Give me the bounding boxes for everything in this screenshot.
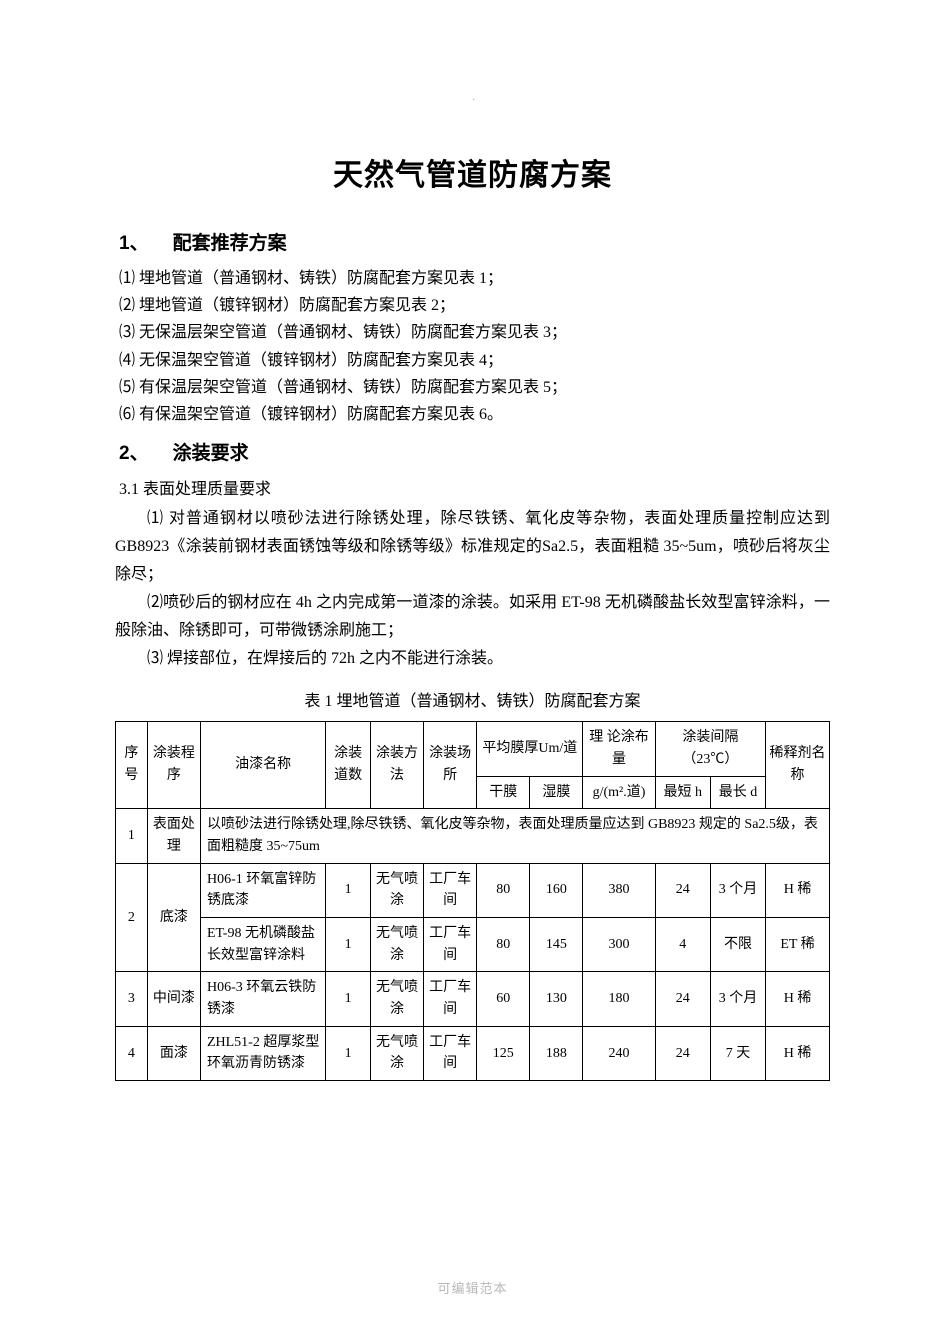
cell-maxd: 3 个月	[710, 863, 765, 917]
cell-proc: 表面处理	[147, 809, 200, 863]
table-row: 2 底漆 H06-1 环氧富锌防锈底漆 1 无气喷涂 工厂车间 80 160 3…	[116, 863, 830, 917]
section-2-title: 涂装要求	[173, 443, 249, 464]
paragraph: ⑵喷砂后的钢材应在 4h 之内完成第一道漆的涂装。如采用 ET-98 无机磷酸盐…	[115, 589, 830, 645]
list-item: ⑸ 有保温层架空管道（普通钢材、铸铁）防腐配套方案见表 5；	[119, 374, 830, 401]
table-row: 序号 涂装程序 油漆名称 涂装道数 涂装方法 涂装场所 平均膜厚Um/道 理 论…	[116, 722, 830, 776]
cell-gm: 300	[583, 917, 655, 971]
th-wet: 湿膜	[530, 776, 583, 809]
cell-gm: 240	[583, 1026, 655, 1080]
th-seq: 序号	[116, 722, 148, 809]
cell-place: 工厂车间	[424, 917, 477, 971]
cell-gm: 180	[583, 972, 655, 1026]
cell-gm: 380	[583, 863, 655, 917]
cell-dry: 125	[477, 1026, 530, 1080]
table-row: 4 面漆 ZHL51-2 超厚浆型环氧沥青防锈漆 1 无气喷涂 工厂车间 125…	[116, 1026, 830, 1080]
th-place: 涂装场所	[424, 722, 477, 809]
table-row: 1 表面处理 以喷砂法进行除锈处理,除尽铁锈、氧化皮等杂物，表面处理质量应达到 …	[116, 809, 830, 863]
table-1-caption: 表 1 埋地管道（普通钢材、铸铁）防腐配套方案	[115, 687, 830, 711]
th-proc: 涂装程序	[147, 722, 200, 809]
cell-wet: 130	[530, 972, 583, 1026]
cell-maxd: 不限	[710, 917, 765, 971]
list-item: ⑴ 埋地管道（普通钢材、铸铁）防腐配套方案见表 1；	[119, 265, 830, 292]
th-method: 涂装方法	[370, 722, 423, 809]
cell-maxd: 7 天	[710, 1026, 765, 1080]
cell-seq: 1	[116, 809, 148, 863]
section-1-list: ⑴ 埋地管道（普通钢材、铸铁）防腐配套方案见表 1； ⑵ 埋地管道（镀锌钢材）防…	[119, 265, 830, 428]
cell-name: ZHL51-2 超厚浆型环氧沥青防锈漆	[200, 1026, 325, 1080]
th-interval: 涂装间隔（23℃）	[655, 722, 765, 776]
list-item: ⑷ 无保温架空管道（镀锌钢材）防腐配套方案见表 4；	[119, 347, 830, 374]
page-mark: .	[473, 92, 476, 103]
section-2-heading: 2、 涂装要求	[119, 438, 830, 465]
cell-minh: 24	[655, 972, 710, 1026]
list-item: ⑹ 有保温架空管道（镀锌钢材）防腐配套方案见表 6。	[119, 401, 830, 428]
cell-place: 工厂车间	[424, 972, 477, 1026]
cell-thin: H 稀	[766, 1026, 830, 1080]
cell-dry: 80	[477, 917, 530, 971]
cell-wet: 188	[530, 1026, 583, 1080]
cell-wet: 160	[530, 863, 583, 917]
cell-seq: 4	[116, 1026, 148, 1080]
th-thick: 平均膜厚Um/道	[477, 722, 583, 776]
cell-count: 1	[326, 863, 371, 917]
cell-count: 1	[326, 972, 371, 1026]
cell-thin: H 稀	[766, 972, 830, 1026]
th-name: 油漆名称	[200, 722, 325, 809]
section-1-title: 配套推荐方案	[173, 233, 287, 254]
cell-name: H06-3 环氧云铁防锈漆	[200, 972, 325, 1026]
section-1-heading: 1、 配套推荐方案	[119, 228, 830, 255]
cell-minh: 24	[655, 863, 710, 917]
paragraph: ⑴ 对普通钢材以喷砂法进行除锈处理，除尽铁锈、氧化皮等杂物，表面处理质量控制应达…	[115, 505, 830, 589]
th-thinner: 稀释剂名 称	[766, 722, 830, 809]
cell-place: 工厂车间	[424, 863, 477, 917]
cell-proc: 中间漆	[147, 972, 200, 1026]
table-row: 3 中间漆 H06-3 环氧云铁防锈漆 1 无气喷涂 工厂车间 60 130 1…	[116, 972, 830, 1026]
cell-name: ET-98 无机磷酸盐长效型富锌涂料	[200, 917, 325, 971]
cell-surface-text: 以喷砂法进行除锈处理,除尽铁锈、氧化皮等杂物，表面处理质量应达到 GB8923 …	[200, 809, 829, 863]
th-gm: g/(m².道)	[583, 776, 655, 809]
doc-title: 天然气管道防腐方案	[115, 150, 830, 194]
table-body: 1 表面处理 以喷砂法进行除锈处理,除尽铁锈、氧化皮等杂物，表面处理质量应达到 …	[116, 809, 830, 1081]
cell-thin: ET 稀	[766, 917, 830, 971]
list-item: ⑶ 无保温层架空管道（普通钢材、铸铁）防腐配套方案见表 3；	[119, 319, 830, 346]
cell-maxd: 3 个月	[710, 972, 765, 1026]
cell-method: 无气喷涂	[370, 1026, 423, 1080]
table-row: ET-98 无机磷酸盐长效型富锌涂料 1 无气喷涂 工厂车间 80 145 30…	[116, 917, 830, 971]
cell-minh: 24	[655, 1026, 710, 1080]
section-2-num: 2、	[119, 443, 149, 464]
th-count: 涂装道数	[326, 722, 371, 809]
cell-method: 无气喷涂	[370, 972, 423, 1026]
subsection-3-1: 3.1 表面处理质量要求	[119, 475, 830, 499]
table-1: 序号 涂装程序 油漆名称 涂装道数 涂装方法 涂装场所 平均膜厚Um/道 理 论…	[115, 721, 830, 1081]
paragraph: ⑶ 焊接部位，在焊接后的 72h 之内不能进行涂装。	[115, 645, 830, 673]
cell-seq: 2	[116, 863, 148, 972]
cell-thin: H 稀	[766, 863, 830, 917]
cell-method: 无气喷涂	[370, 917, 423, 971]
cell-proc: 底漆	[147, 863, 200, 972]
cell-count: 1	[326, 917, 371, 971]
cell-seq: 3	[116, 972, 148, 1026]
cell-proc: 面漆	[147, 1026, 200, 1080]
page-footer: 可编辑范本	[0, 1278, 945, 1297]
list-item: ⑵ 埋地管道（镀锌钢材）防腐配套方案见表 2；	[119, 292, 830, 319]
th-dry: 干膜	[477, 776, 530, 809]
th-cover: 理 论涂布量	[583, 722, 655, 776]
cell-dry: 60	[477, 972, 530, 1026]
document-page: . 天然气管道防腐方案 1、 配套推荐方案 ⑴ 埋地管道（普通钢材、铸铁）防腐配套…	[0, 0, 945, 1337]
th-minh: 最短 h	[655, 776, 710, 809]
table-head: 序号 涂装程序 油漆名称 涂装道数 涂装方法 涂装场所 平均膜厚Um/道 理 论…	[116, 722, 830, 809]
cell-minh: 4	[655, 917, 710, 971]
cell-place: 工厂车间	[424, 1026, 477, 1080]
cell-name: H06-1 环氧富锌防锈底漆	[200, 863, 325, 917]
th-maxd: 最长 d	[710, 776, 765, 809]
cell-count: 1	[326, 1026, 371, 1080]
cell-dry: 80	[477, 863, 530, 917]
cell-wet: 145	[530, 917, 583, 971]
cell-method: 无气喷涂	[370, 863, 423, 917]
section-1-num: 1、	[119, 233, 149, 254]
